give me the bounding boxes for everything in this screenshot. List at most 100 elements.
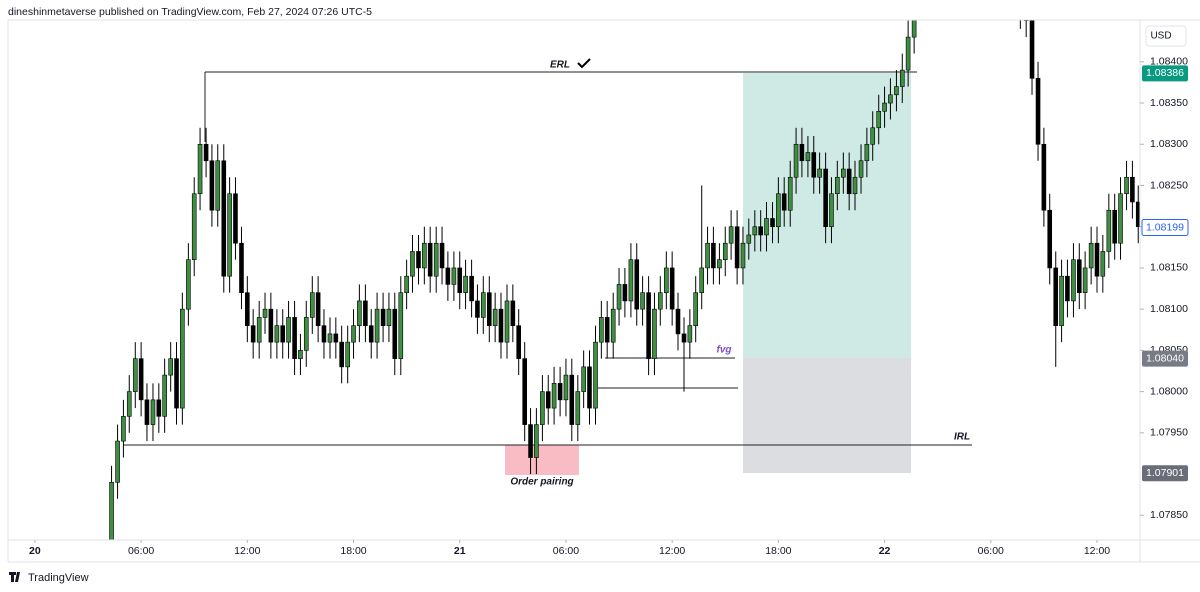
price-tag <box>1142 465 1188 482</box>
candle-body <box>132 358 138 392</box>
candle-body <box>563 374 569 401</box>
candle-body <box>233 193 238 244</box>
candle-body <box>657 292 663 310</box>
candle-body <box>540 391 545 425</box>
candle-body <box>905 36 911 71</box>
footer: TradingView <box>28 572 89 584</box>
candle-body <box>817 168 822 178</box>
candle-body <box>587 366 592 409</box>
y-tick-label: 1.08250 <box>1150 179 1188 191</box>
logo <box>9 572 20 582</box>
candle-body <box>126 391 132 417</box>
candle-body <box>138 358 144 401</box>
candle-body <box>469 275 474 302</box>
candle-body <box>357 300 362 326</box>
fvg-label: fvg <box>717 345 732 356</box>
candle-body <box>463 275 468 293</box>
candle-body <box>227 193 232 277</box>
candle-body <box>1065 275 1070 302</box>
x-tick-label: 18:00 <box>765 545 791 557</box>
candle-body <box>1118 193 1123 244</box>
candle-body <box>398 292 404 359</box>
y-tick-label: 1.08000 <box>1150 385 1188 397</box>
candle-body <box>374 308 380 343</box>
candle-body <box>457 267 463 293</box>
candle-body <box>852 176 858 195</box>
candle-body <box>522 358 528 425</box>
candle-body <box>186 259 191 310</box>
candle-body <box>734 226 740 269</box>
candle-body <box>1130 176 1135 203</box>
x-tick-label: 21 <box>454 545 466 557</box>
candle-body <box>180 308 185 409</box>
candle-body <box>534 424 539 458</box>
candle-body <box>770 218 775 228</box>
header: dineshinmetaverse published on TradingVi… <box>8 6 372 18</box>
candle-body <box>197 143 203 195</box>
candle-body <box>722 242 728 260</box>
candle-body <box>351 325 356 343</box>
candle-body <box>280 325 286 343</box>
y-tick-label: 1.08350 <box>1150 97 1188 109</box>
candle-body <box>687 325 693 343</box>
candle-body <box>557 383 563 401</box>
candle-body <box>616 284 622 310</box>
price-tag-label: 1.07901 <box>1146 467 1184 479</box>
candle-body <box>841 168 846 178</box>
candle-body <box>303 317 309 351</box>
candle-body <box>486 292 492 326</box>
price-tag-label: 1.08199 <box>1146 221 1184 233</box>
candle-body <box>699 267 705 293</box>
candle-body <box>1053 267 1059 326</box>
candle-body <box>345 341 350 368</box>
candle-body <box>315 292 321 326</box>
candle-body <box>870 127 876 145</box>
candle-body <box>740 242 746 269</box>
candle-body <box>1094 242 1100 277</box>
check-mark <box>577 58 591 69</box>
candle-body <box>239 242 244 293</box>
candle-body <box>1041 143 1047 211</box>
candle-body <box>298 350 303 359</box>
candle-body <box>835 176 840 195</box>
candle-body <box>221 160 227 277</box>
candle-body <box>339 341 344 368</box>
candle-body <box>610 308 616 343</box>
candle-body <box>622 284 628 302</box>
candle-body <box>634 259 640 310</box>
candle-body <box>498 308 504 343</box>
candle-body <box>203 143 209 162</box>
candle-body <box>115 440 120 483</box>
candle-body <box>811 152 817 178</box>
price-tag <box>1142 65 1188 82</box>
candle-body <box>1023 20 1029 21</box>
candle-body <box>451 267 457 285</box>
currency-box[interactable] <box>1145 25 1187 47</box>
candle-body <box>268 308 274 343</box>
candle-body <box>882 102 887 112</box>
candle-body <box>545 391 551 409</box>
candle-body <box>445 267 451 285</box>
candle-body <box>404 275 409 293</box>
y-tick-label: 1.08300 <box>1150 138 1188 150</box>
x-tick-label: 20 <box>29 545 41 557</box>
candle-body <box>416 251 421 269</box>
candle-body <box>475 300 480 318</box>
candle-body <box>705 242 710 269</box>
x-tick-label: 06:00 <box>978 545 1004 557</box>
candle-body <box>669 267 675 310</box>
y-tick-label: 1.07850 <box>1150 509 1188 521</box>
candle-body <box>799 143 805 162</box>
candle-body <box>286 317 291 343</box>
price-tag <box>1141 219 1189 237</box>
candle-body <box>528 424 533 458</box>
y-tick-label: 1.07950 <box>1150 427 1188 439</box>
candle-body <box>764 218 769 236</box>
currency[interactable]: USD <box>1150 31 1171 42</box>
candle-body <box>504 300 510 343</box>
candle-body <box>1071 259 1076 302</box>
candle-body <box>492 308 498 326</box>
candle-body <box>894 86 899 96</box>
